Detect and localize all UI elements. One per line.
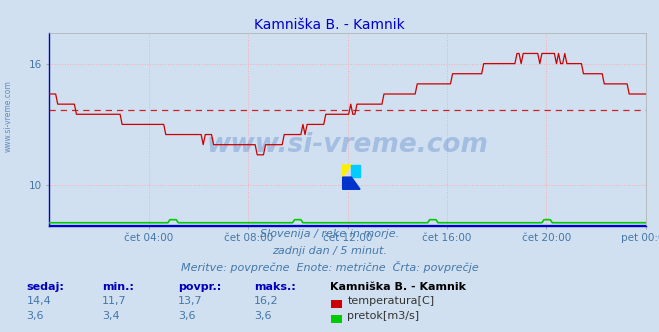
Text: www.si-vreme.com: www.si-vreme.com <box>3 80 13 152</box>
Polygon shape <box>343 165 351 177</box>
Polygon shape <box>351 165 360 177</box>
Text: 3,4: 3,4 <box>102 311 120 321</box>
Polygon shape <box>343 177 360 189</box>
Text: Slovenija / reke in morje.: Slovenija / reke in morje. <box>260 229 399 239</box>
Text: pretok[m3/s]: pretok[m3/s] <box>347 311 419 321</box>
Text: 14,4: 14,4 <box>26 296 51 306</box>
Text: zadnji dan / 5 minut.: zadnji dan / 5 minut. <box>272 246 387 256</box>
Text: Kamniška B. - Kamnik: Kamniška B. - Kamnik <box>330 283 465 292</box>
Text: Kamniška B. - Kamnik: Kamniška B. - Kamnik <box>254 18 405 32</box>
Text: www.si-vreme.com: www.si-vreme.com <box>207 132 488 158</box>
Text: 11,7: 11,7 <box>102 296 127 306</box>
Text: 3,6: 3,6 <box>254 311 272 321</box>
Text: maks.:: maks.: <box>254 283 295 292</box>
Text: 13,7: 13,7 <box>178 296 202 306</box>
Text: 3,6: 3,6 <box>26 311 44 321</box>
Text: 16,2: 16,2 <box>254 296 278 306</box>
Text: 3,6: 3,6 <box>178 311 196 321</box>
Text: Meritve: povprečne  Enote: metrične  Črta: povprečje: Meritve: povprečne Enote: metrične Črta:… <box>181 261 478 273</box>
Text: temperatura[C]: temperatura[C] <box>347 296 434 306</box>
Text: min.:: min.: <box>102 283 134 292</box>
Text: povpr.:: povpr.: <box>178 283 221 292</box>
Text: sedaj:: sedaj: <box>26 283 64 292</box>
